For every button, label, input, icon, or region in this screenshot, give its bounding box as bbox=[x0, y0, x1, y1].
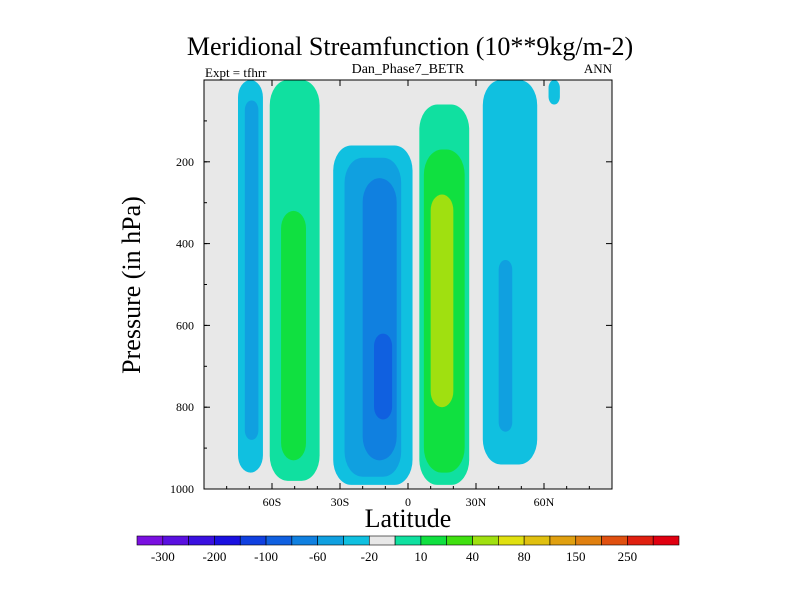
x-axis: 60S 30S 0 30N 60N bbox=[203, 80, 613, 509]
colorbar-label: 10 bbox=[414, 549, 427, 564]
y-axis-label: Pressure (in hPa) bbox=[117, 196, 146, 374]
contour-hadley-cell-north-core bbox=[430, 194, 454, 408]
colorbar-label: -200 bbox=[203, 549, 227, 564]
colorbar-swatch bbox=[549, 535, 577, 546]
x-tick-label: 60S bbox=[263, 495, 282, 509]
colorbar-label: -20 bbox=[361, 549, 378, 564]
y-tick-label: 400 bbox=[176, 237, 194, 251]
colorbar-swatch bbox=[446, 535, 473, 546]
x-tick-label: 30N bbox=[466, 495, 487, 509]
season-label: ANN bbox=[584, 61, 613, 76]
contour-northern-polar-cell bbox=[548, 80, 560, 105]
colorbar-label: 150 bbox=[566, 549, 586, 564]
colorbar-swatch bbox=[317, 535, 344, 546]
y-tick-label: 200 bbox=[176, 155, 194, 169]
contour-ferrel-cell-north-core bbox=[498, 259, 513, 432]
x-tick-label: 60N bbox=[534, 495, 555, 509]
colorbar-swatch bbox=[394, 535, 422, 546]
colorbar-swatch bbox=[265, 535, 293, 546]
colorbar-label: 250 bbox=[618, 549, 638, 564]
colorbar-swatch bbox=[368, 535, 396, 546]
colorbar-swatch bbox=[136, 535, 164, 546]
colorbar-swatch bbox=[420, 535, 448, 546]
colorbar-swatch bbox=[652, 535, 680, 546]
colorbar-swatch bbox=[239, 535, 267, 546]
colorbar-swatch bbox=[343, 535, 370, 546]
colorbar-swatch bbox=[291, 535, 318, 546]
y-tick-label: 800 bbox=[176, 400, 194, 414]
colorbar-swatch bbox=[162, 535, 189, 546]
contour-hadley-cell-south-core bbox=[374, 333, 393, 420]
contour-regions bbox=[238, 80, 560, 485]
x-tick-label: 30S bbox=[331, 495, 350, 509]
y-tick-label: 600 bbox=[176, 318, 194, 332]
colorbar-swatch bbox=[498, 535, 525, 546]
colorbar-swatch bbox=[601, 535, 628, 546]
colorbar-swatch bbox=[523, 535, 551, 546]
colorbar-swatch bbox=[472, 535, 499, 546]
colorbar-label: 40 bbox=[466, 549, 479, 564]
colorbar-swatch bbox=[188, 535, 215, 546]
y-tick-label: 1000 bbox=[170, 482, 194, 496]
colorbar-label: -100 bbox=[254, 549, 278, 564]
chart-subtitle: Dan_Phase7_BETR bbox=[352, 62, 465, 77]
colorbar-swatch bbox=[575, 535, 602, 546]
colorbar-swatch bbox=[627, 535, 654, 546]
colorbar-label: -300 bbox=[151, 549, 175, 564]
y-axis: 200 400 600 800 1000 bbox=[170, 120, 612, 496]
colorbar-swatch bbox=[214, 535, 241, 546]
x-tick-label: 0 bbox=[405, 495, 411, 509]
expt-label: Expt = tfhrr bbox=[205, 65, 267, 80]
colorbar-label: 80 bbox=[518, 549, 531, 564]
chart-title: Meridional Streamfunction (10**9kg/m-2) bbox=[187, 32, 633, 61]
colorbar: -300 -200 -100 -60 -20 10 40 80 150 250 bbox=[136, 535, 680, 564]
x-axis-label: Latitude bbox=[365, 504, 452, 533]
colorbar-label: -60 bbox=[309, 549, 326, 564]
contour-ferrel-cell-south-core bbox=[281, 210, 306, 461]
contour-southern-polar-cell-inner bbox=[244, 100, 259, 440]
